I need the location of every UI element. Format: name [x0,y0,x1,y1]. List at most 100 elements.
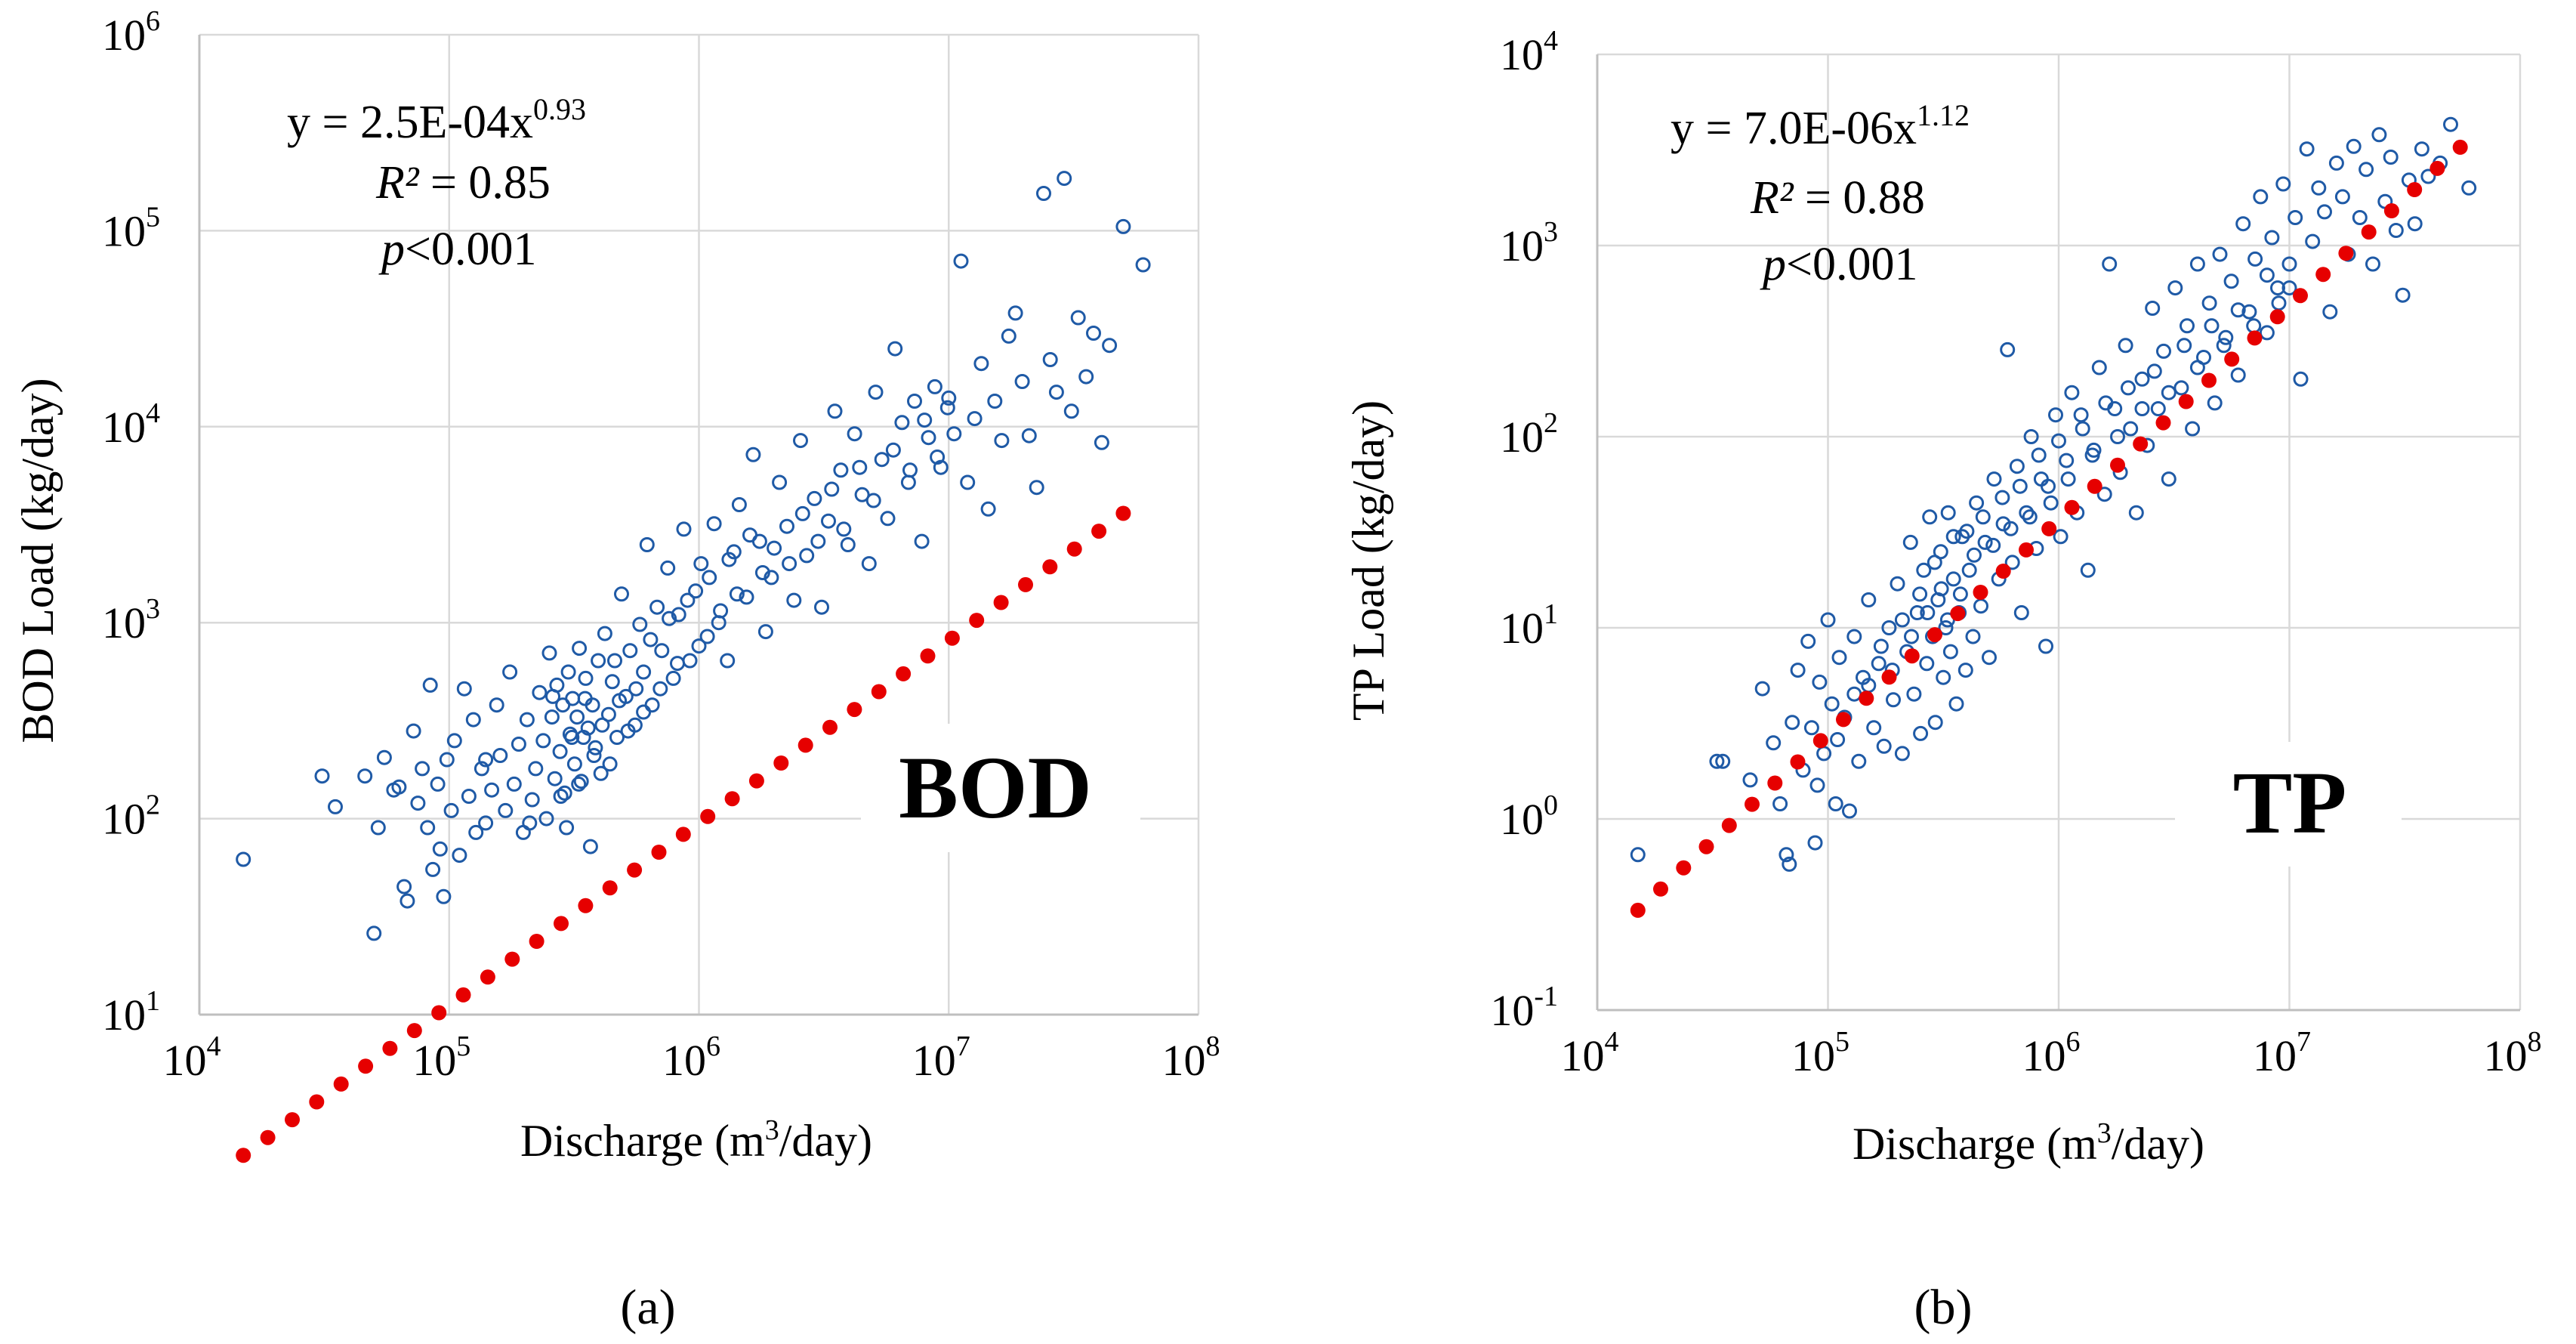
scatter-point [680,592,696,608]
scatter-point [2134,371,2150,387]
scatter-point [607,653,622,669]
scatter-point [821,513,836,529]
x-tick-label: 107 [912,1030,970,1085]
scatter-point [2346,138,2362,154]
scatter-point [1846,629,1862,644]
trendline-dot [1836,712,1851,728]
panel-a-badge: BOD [899,738,1092,837]
scatter-point [357,768,373,784]
scatter-point [1945,529,1961,545]
scatter-point [729,586,745,602]
scatter-point [711,615,727,631]
scatter-point [670,656,685,672]
scatter-point [2176,338,2192,354]
trendline-dot [236,1148,251,1163]
scatter-point [2110,429,2125,444]
trendline-dot [1790,754,1806,770]
scatter-point [1779,847,1794,863]
scatter-point [2123,421,2139,437]
scatter-point [565,691,581,706]
trendline-dot [651,845,667,860]
trendline-dot [724,791,740,807]
trendline-dot [1812,733,1828,749]
scatter-point [2080,562,2096,578]
scatter-point [1952,586,1968,602]
scatter-point [1985,537,2001,553]
scatter-point [2023,429,2039,444]
scatter-point [2201,295,2217,311]
scatter-point [772,474,788,490]
scatter-point [2073,407,2089,423]
scatter-point [552,743,568,759]
scatter-point [571,776,587,792]
trendline-dot [2247,330,2263,346]
panel-a-tick-labels: 101 102 103 104 105 106 104 105 106 107 108 [102,5,1220,1085]
scatter-point [396,879,412,894]
scatter-point [612,693,628,709]
scatter-point [1824,696,1840,712]
trendline-dot [2201,372,2217,388]
scatter-point [852,459,868,475]
scatter-point [779,518,794,534]
scatter-point [2102,256,2118,272]
scatter-point [2311,180,2327,196]
scatter-point [1063,403,1079,419]
scatter-point [1057,171,1072,187]
scatter-point [665,670,681,686]
trendline-dot [920,648,936,664]
scatter-point [2223,273,2239,289]
scatter-point [1807,835,1823,851]
scatter-point [2150,401,2166,416]
scatter-point [2031,447,2047,463]
scatter-point [1115,218,1131,234]
trendline-dot [431,1005,447,1021]
trendline-dot [358,1058,374,1074]
scatter-point [2204,318,2220,334]
scatter-point [2247,251,2263,267]
x-tick-label: 104 [163,1030,221,1085]
scatter-point [1048,385,1064,400]
panel-a-label: (a) [620,1280,675,1335]
trendline-dot [773,755,789,771]
trendline-dot [2041,521,2057,536]
scatter-point [1785,715,1800,731]
scatter-point [2118,338,2133,354]
scatter-point [1851,753,1867,769]
scatter-point [1927,555,1942,570]
scatter-point [1876,738,1892,754]
panel-a-scatter-points [236,171,1151,941]
scatter-point [506,776,522,792]
scatter-point [660,560,676,576]
trendline-dot [2269,309,2285,325]
scatter-point [535,733,551,749]
trendline-dot [1745,796,1760,812]
scatter-point [632,616,648,632]
scatter-point [2281,256,2297,272]
scatter-point [600,706,616,722]
scatter-point [1919,656,1935,672]
scatter-point [2461,180,2477,196]
scatter-point [2334,189,2350,205]
trendline-dot [627,862,643,878]
scatter-point [1957,663,1973,678]
scatter-point [1070,310,1086,326]
scatter-point [2420,168,2436,184]
scatter-point [366,925,382,941]
trendline-dot [1091,524,1107,539]
scatter-point [1830,732,1846,747]
scatter-point [967,411,983,427]
panel-b-ylabel: TP Load (kg/day) [1344,400,1393,721]
trendline-dot [1973,585,1988,600]
scatter-point [2173,380,2189,396]
y-tick-label: 104 [102,397,160,452]
scatter-point [980,501,996,517]
scatter-point [1078,369,1094,385]
trendline-dot [480,969,495,985]
trendline-dot [969,613,985,629]
scatter-point [566,756,582,772]
panel-b-pvalue: p<0.001 [1760,239,1917,290]
scatter-point [502,664,518,680]
scatter-point [465,712,481,728]
scatter-point [2299,141,2315,157]
